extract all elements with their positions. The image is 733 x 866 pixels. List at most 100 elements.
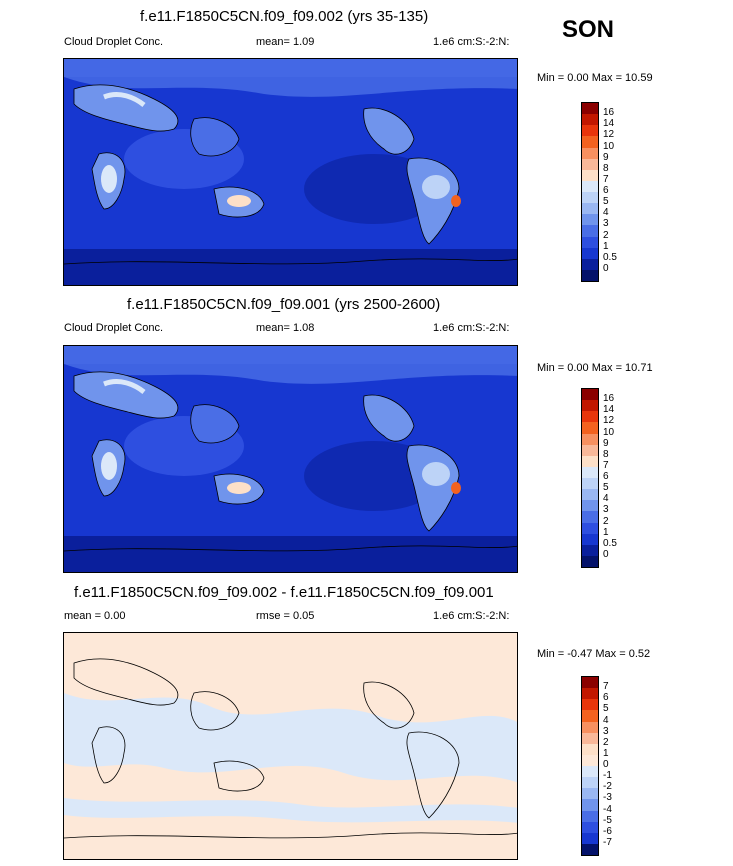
colorbar-segment [582,699,598,711]
colorbar-tick-label: 7 [603,173,609,185]
colorbar-tick-label: 3 [603,218,609,230]
colorbar-tick-label: 4 [603,714,609,726]
colorbar-segment [582,180,598,192]
panel-1-mean-label: mean= 1.09 [256,36,315,48]
panel-3-units-label: 1.e6 cm:S:-2:N: [433,610,510,622]
colorbar-segment [582,455,598,467]
colorbar-segment [582,677,598,689]
colorbar-segment [582,832,598,844]
colorbar-segment [582,169,598,181]
panel-3-title: f.e11.F1850C5CN.f09_f09.002 - f.e11.F185… [74,584,494,601]
colorbar-segment [582,777,598,789]
colorbar-segment [582,258,598,270]
colorbar-segment [582,788,598,800]
colorbar-segment [582,533,598,545]
colorbar-segment [582,214,598,226]
colorbar-tick-label: -3 [603,792,612,804]
colorbar-tick-label: 6 [603,692,609,704]
panel-3-mean-label: mean = 0.00 [64,610,126,622]
panel-2-map-graphic [64,346,517,572]
colorbar-tick-label: 0 [603,759,609,770]
panel-1-map [63,58,518,286]
colorbar-tick-label: -1 [603,770,612,782]
colorbar-tick-label: -5 [603,814,612,826]
colorbar-segment [582,269,598,281]
colorbar-segment [582,766,598,778]
panel-1-minmax-label: Min = 0.00 Max = 10.59 [537,72,653,84]
colorbar-tick-label: 2 [603,515,609,527]
colorbar-segment [582,555,598,567]
colorbar-tick-label: -2 [603,781,612,793]
colorbar-tick-label: 10 [603,426,615,438]
colorbar-tick-label: 1 [603,747,609,759]
colorbar-segment [582,158,598,170]
colorbar-segment [582,743,598,755]
colorbar-segment [582,511,598,523]
colorbar-tick-label: 14 [603,404,615,416]
panel-1-units-label: 1.e6 cm:S:-2:N: [433,36,510,48]
colorbar-segment [582,236,598,248]
panel-2-map [63,345,518,573]
colorbar-segment [582,522,598,534]
colorbar-segment [582,710,598,722]
panel-2-title: f.e11.F1850C5CN.f09_f09.001 (yrs 2500-26… [127,296,441,313]
colorbar-tick-label: 8 [603,162,609,174]
colorbar-segment [582,843,598,855]
colorbar-tick-label: 0 [603,262,609,274]
colorbar-segment [582,147,598,159]
colorbar-segment [582,732,598,744]
colorbar-segment [582,544,598,556]
colorbar-segment [582,810,598,822]
colorbar-tick-label: -7 [603,836,612,848]
colorbar-tick-label: -4 [603,803,612,815]
panel-2-minmax-label: Min = 0.00 Max = 10.71 [537,362,653,374]
colorbar-tick-label: 4 [603,207,609,219]
colorbar-segment [582,799,598,811]
panel-3-rmse-label: rmse = 0.05 [256,610,315,622]
colorbar-segment [582,444,598,456]
colorbar-tick-label: 12 [603,129,615,141]
colorbar-tick-label: 5 [603,196,609,208]
colorbar-segment [582,103,598,115]
colorbar-segment [582,192,598,204]
colorbar-segment [582,389,598,401]
colorbar-tick-label: 5 [603,703,609,715]
colorbar-segment [582,821,598,833]
colorbar-segment [582,203,598,215]
panel-1-variable-label: Cloud Droplet Conc. [64,36,164,48]
colorbar-tick-label: 12 [603,415,615,427]
colorbar-segment [582,247,598,259]
colorbar-segment [582,422,598,434]
colorbar-tick-label: 16 [603,393,615,405]
colorbar-tick-label: 2 [603,229,609,241]
colorbar-tick-label: 2 [603,736,609,748]
colorbar-tick-label: 9 [603,437,609,449]
colorbar-tick-label: 6 [603,185,609,196]
panel-3-minmax-label: Min = -0.47 Max = 0.52 [537,648,651,660]
colorbar-segment [582,125,598,137]
colorbar-segment [582,754,598,766]
colorbar-tick-label: 4 [603,493,609,505]
colorbar-segment [582,688,598,700]
colorbar-segment [582,466,598,478]
colorbar-segment [582,400,598,412]
colorbar-tick-label: 16 [603,107,615,119]
colorbar-tick-label: 5 [603,482,609,494]
colorbar-tick-label: 1 [603,240,609,252]
colorbar-segment [582,500,598,512]
colorbar-tick-label: 3 [603,725,609,737]
colorbar-tick-label: 0.5 [603,537,617,549]
panel-3-map-graphic [64,633,517,859]
colorbar-segment [582,225,598,237]
colorbar-segment [582,489,598,501]
colorbar-tick-label: 10 [603,140,615,152]
colorbar-segment [582,411,598,423]
colorbar-tick-label: 0 [603,548,609,560]
colorbar-tick-label: 0.5 [603,251,617,263]
panel-2-variable-label: Cloud Droplet Conc. [64,322,164,334]
colorbar-segment [582,478,598,490]
panel-2-colorbar [581,388,599,568]
colorbar-segment [582,721,598,733]
colorbar-segment [582,433,598,445]
season-label: SON [562,16,615,43]
